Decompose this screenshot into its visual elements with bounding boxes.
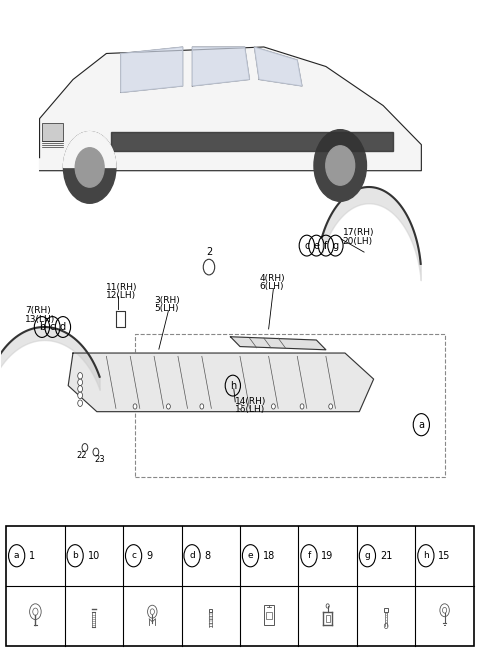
Polygon shape xyxy=(230,337,326,350)
Text: 14(RH): 14(RH) xyxy=(235,398,266,406)
Polygon shape xyxy=(39,47,421,171)
Circle shape xyxy=(314,129,366,201)
Circle shape xyxy=(63,131,116,203)
Text: h: h xyxy=(230,381,236,390)
Circle shape xyxy=(300,404,304,409)
Text: 19: 19 xyxy=(322,551,334,560)
Polygon shape xyxy=(254,47,302,86)
Text: 21: 21 xyxy=(380,551,392,560)
Text: c: c xyxy=(131,551,136,560)
Text: g: g xyxy=(364,551,370,560)
Bar xyxy=(266,611,272,619)
Text: c: c xyxy=(304,241,310,250)
Bar xyxy=(209,609,212,611)
Bar xyxy=(6,526,474,646)
Text: 16(LH): 16(LH) xyxy=(235,405,265,414)
Circle shape xyxy=(78,392,83,399)
Circle shape xyxy=(200,404,204,409)
Polygon shape xyxy=(120,47,183,93)
Text: 1: 1 xyxy=(29,551,35,560)
Text: e: e xyxy=(248,551,253,560)
Text: h: h xyxy=(423,551,429,560)
Text: 3(RH): 3(RH) xyxy=(154,296,180,305)
Text: 6(LH): 6(LH) xyxy=(259,282,284,291)
Text: 10: 10 xyxy=(87,551,100,560)
Text: 20(LH): 20(LH) xyxy=(343,237,373,245)
Polygon shape xyxy=(192,47,250,86)
Text: c: c xyxy=(50,322,55,332)
Text: 2: 2 xyxy=(206,247,212,257)
Text: b: b xyxy=(72,551,78,560)
Circle shape xyxy=(329,404,333,409)
Text: g: g xyxy=(332,241,338,250)
Text: 11(RH): 11(RH) xyxy=(107,283,138,292)
Text: a: a xyxy=(14,551,19,560)
Circle shape xyxy=(78,379,83,386)
Circle shape xyxy=(75,148,104,187)
Circle shape xyxy=(78,400,83,406)
Text: 15: 15 xyxy=(438,551,451,560)
Circle shape xyxy=(93,448,99,456)
Circle shape xyxy=(133,404,137,409)
Text: 12(LH): 12(LH) xyxy=(107,291,136,300)
Circle shape xyxy=(78,386,83,392)
Polygon shape xyxy=(68,353,373,411)
Polygon shape xyxy=(63,131,116,167)
Text: 9: 9 xyxy=(146,551,152,560)
Text: 4(RH): 4(RH) xyxy=(259,273,285,283)
Text: 23: 23 xyxy=(94,455,105,464)
Bar xyxy=(325,615,330,622)
Circle shape xyxy=(272,404,276,409)
Text: e: e xyxy=(313,241,319,250)
Circle shape xyxy=(238,404,242,409)
Circle shape xyxy=(78,373,83,379)
Circle shape xyxy=(82,443,88,451)
Text: a: a xyxy=(419,420,424,430)
Text: 7(RH): 7(RH) xyxy=(25,306,51,315)
Polygon shape xyxy=(111,131,393,151)
Circle shape xyxy=(326,146,355,185)
Text: 22: 22 xyxy=(76,451,87,460)
Text: 13(LH): 13(LH) xyxy=(25,315,56,324)
Text: d: d xyxy=(189,551,195,560)
Text: 5(LH): 5(LH) xyxy=(154,304,179,313)
Text: b: b xyxy=(39,322,45,332)
Text: f: f xyxy=(307,551,311,560)
Text: 17(RH): 17(RH) xyxy=(343,228,374,237)
Bar xyxy=(135,334,445,477)
Text: 18: 18 xyxy=(263,551,275,560)
Text: d: d xyxy=(60,322,66,332)
Bar xyxy=(42,122,63,141)
Circle shape xyxy=(167,404,170,409)
Text: f: f xyxy=(324,241,327,250)
Bar xyxy=(384,608,388,611)
Bar xyxy=(264,604,275,625)
Text: 8: 8 xyxy=(204,551,211,560)
